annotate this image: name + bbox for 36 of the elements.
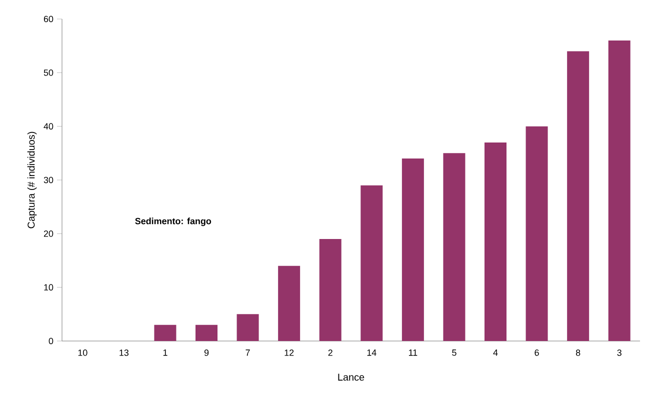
bar [278, 266, 300, 341]
x-tick-label: 8 [576, 350, 580, 356]
x-tick-label: 5 [452, 350, 456, 356]
x-axis-title: Lance [338, 374, 364, 381]
y-axis-title: Captura (# individuos) [27, 132, 37, 228]
bar [236, 314, 259, 341]
y-tick-label: 10 [44, 284, 54, 291]
x-tick-label: 14 [367, 350, 376, 356]
y-tick-label: 60 [44, 16, 54, 22]
bar [154, 324, 176, 341]
bar [567, 51, 590, 341]
y-tick-label: 0 [48, 338, 54, 344]
x-tick-label: 11 [408, 350, 418, 356]
bar [402, 158, 424, 341]
x-tick-label: 9 [204, 350, 209, 356]
x-tick-label: 10 [78, 350, 88, 356]
x-tick-label: 7 [246, 350, 250, 356]
bar [443, 153, 466, 341]
y-tick-label: 50 [44, 69, 54, 76]
bar [484, 142, 507, 341]
x-tick-label: 3 [617, 350, 622, 356]
y-tick-label: 20 [44, 230, 54, 237]
y-tick-label: 30 [44, 176, 54, 184]
x-tick-label: 4 [493, 350, 498, 356]
x-tick-label: 6 [534, 350, 539, 356]
bar [526, 126, 548, 341]
bar [319, 239, 342, 341]
annotation: Sedimento: fango [135, 218, 212, 226]
x-tick-label: 2 [328, 350, 332, 356]
bar [608, 40, 630, 341]
y-tick-label: 40 [44, 123, 54, 130]
x-tick-label: 1 [163, 350, 168, 356]
x-tick-label: 13 [120, 350, 129, 356]
bar [360, 185, 383, 341]
x-tick-label: 12 [284, 350, 294, 356]
bar [196, 324, 218, 341]
